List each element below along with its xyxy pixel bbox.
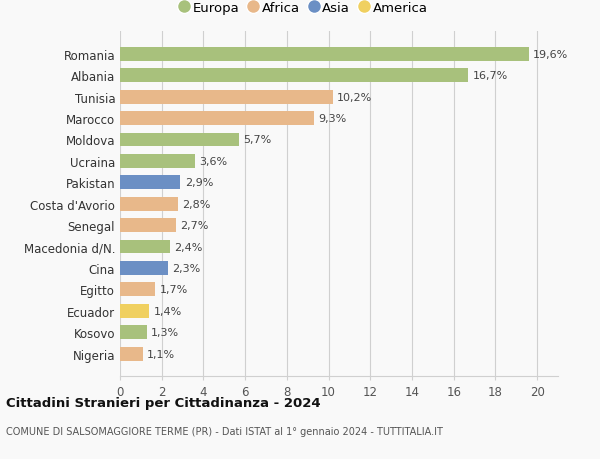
- Bar: [120, 176, 181, 190]
- Bar: [120, 304, 149, 318]
- Text: COMUNE DI SALSOMAGGIORE TERME (PR) - Dati ISTAT al 1° gennaio 2024 - TUTTITALIA.: COMUNE DI SALSOMAGGIORE TERME (PR) - Dat…: [6, 426, 443, 436]
- Bar: [120, 197, 178, 211]
- Bar: [120, 133, 239, 147]
- Bar: [120, 90, 333, 104]
- Bar: [120, 283, 155, 297]
- Text: 1,4%: 1,4%: [154, 306, 182, 316]
- Text: 1,7%: 1,7%: [160, 285, 188, 295]
- Bar: [120, 261, 168, 275]
- Text: 1,3%: 1,3%: [151, 327, 179, 337]
- Bar: [120, 347, 143, 361]
- Text: 2,4%: 2,4%: [174, 242, 203, 252]
- Bar: [120, 112, 314, 126]
- Legend: Europa, Africa, Asia, America: Europa, Africa, Asia, America: [176, 0, 431, 19]
- Text: 2,3%: 2,3%: [172, 263, 200, 273]
- Text: 10,2%: 10,2%: [337, 92, 372, 102]
- Bar: [120, 69, 469, 83]
- Bar: [120, 240, 170, 254]
- Text: 5,7%: 5,7%: [243, 135, 271, 145]
- Bar: [120, 48, 529, 62]
- Text: 19,6%: 19,6%: [533, 50, 568, 60]
- Text: 2,9%: 2,9%: [185, 178, 213, 188]
- Text: 2,8%: 2,8%: [182, 199, 211, 209]
- Bar: [120, 325, 147, 339]
- Text: 9,3%: 9,3%: [318, 114, 346, 124]
- Text: Cittadini Stranieri per Cittadinanza - 2024: Cittadini Stranieri per Cittadinanza - 2…: [6, 396, 320, 409]
- Bar: [120, 155, 195, 168]
- Text: 16,7%: 16,7%: [472, 71, 508, 81]
- Bar: [120, 218, 176, 233]
- Text: 2,7%: 2,7%: [181, 221, 209, 230]
- Text: 3,6%: 3,6%: [199, 157, 227, 167]
- Text: 1,1%: 1,1%: [147, 349, 175, 359]
